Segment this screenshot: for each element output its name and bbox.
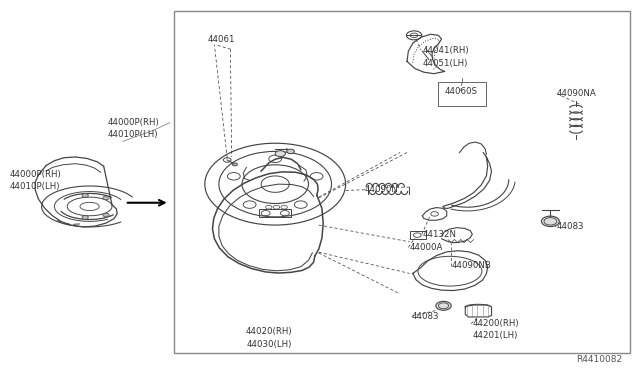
Bar bbox=[410, 231, 426, 239]
Circle shape bbox=[541, 216, 559, 227]
Text: 44010P(LH): 44010P(LH) bbox=[10, 182, 60, 191]
Text: 44000P(RH): 44000P(RH) bbox=[10, 170, 61, 179]
Text: 44090N: 44090N bbox=[365, 185, 399, 194]
Text: 44030(LH): 44030(LH) bbox=[246, 340, 291, 349]
Text: 44083: 44083 bbox=[412, 312, 439, 321]
Text: 44201(LH): 44201(LH) bbox=[472, 331, 518, 340]
Text: 44090NA: 44090NA bbox=[557, 89, 596, 97]
Text: 44060S: 44060S bbox=[444, 87, 477, 96]
Circle shape bbox=[275, 151, 285, 157]
Text: 44061: 44061 bbox=[208, 35, 236, 44]
Text: 44041(RH): 44041(RH) bbox=[422, 46, 469, 55]
Text: 44132N: 44132N bbox=[422, 230, 456, 239]
Circle shape bbox=[82, 216, 88, 219]
Text: 44090NB: 44090NB bbox=[451, 262, 491, 270]
Bar bbox=[174, 11, 630, 353]
Text: 44000A: 44000A bbox=[410, 243, 443, 252]
Text: 44083: 44083 bbox=[557, 222, 584, 231]
Bar bbox=[438, 82, 486, 106]
Circle shape bbox=[232, 163, 237, 166]
Circle shape bbox=[436, 301, 451, 310]
Bar bbox=[259, 209, 291, 217]
Circle shape bbox=[82, 193, 88, 197]
Circle shape bbox=[103, 213, 109, 217]
Text: 44200(RH): 44200(RH) bbox=[472, 319, 519, 328]
Text: 44010P(LH): 44010P(LH) bbox=[108, 130, 158, 139]
Text: 44000P(RH): 44000P(RH) bbox=[108, 118, 159, 127]
Text: 44051(LH): 44051(LH) bbox=[422, 59, 468, 68]
Text: R4410082: R4410082 bbox=[576, 355, 622, 364]
Circle shape bbox=[287, 149, 294, 154]
Circle shape bbox=[103, 196, 109, 200]
Text: 44020(RH): 44020(RH) bbox=[246, 327, 292, 336]
